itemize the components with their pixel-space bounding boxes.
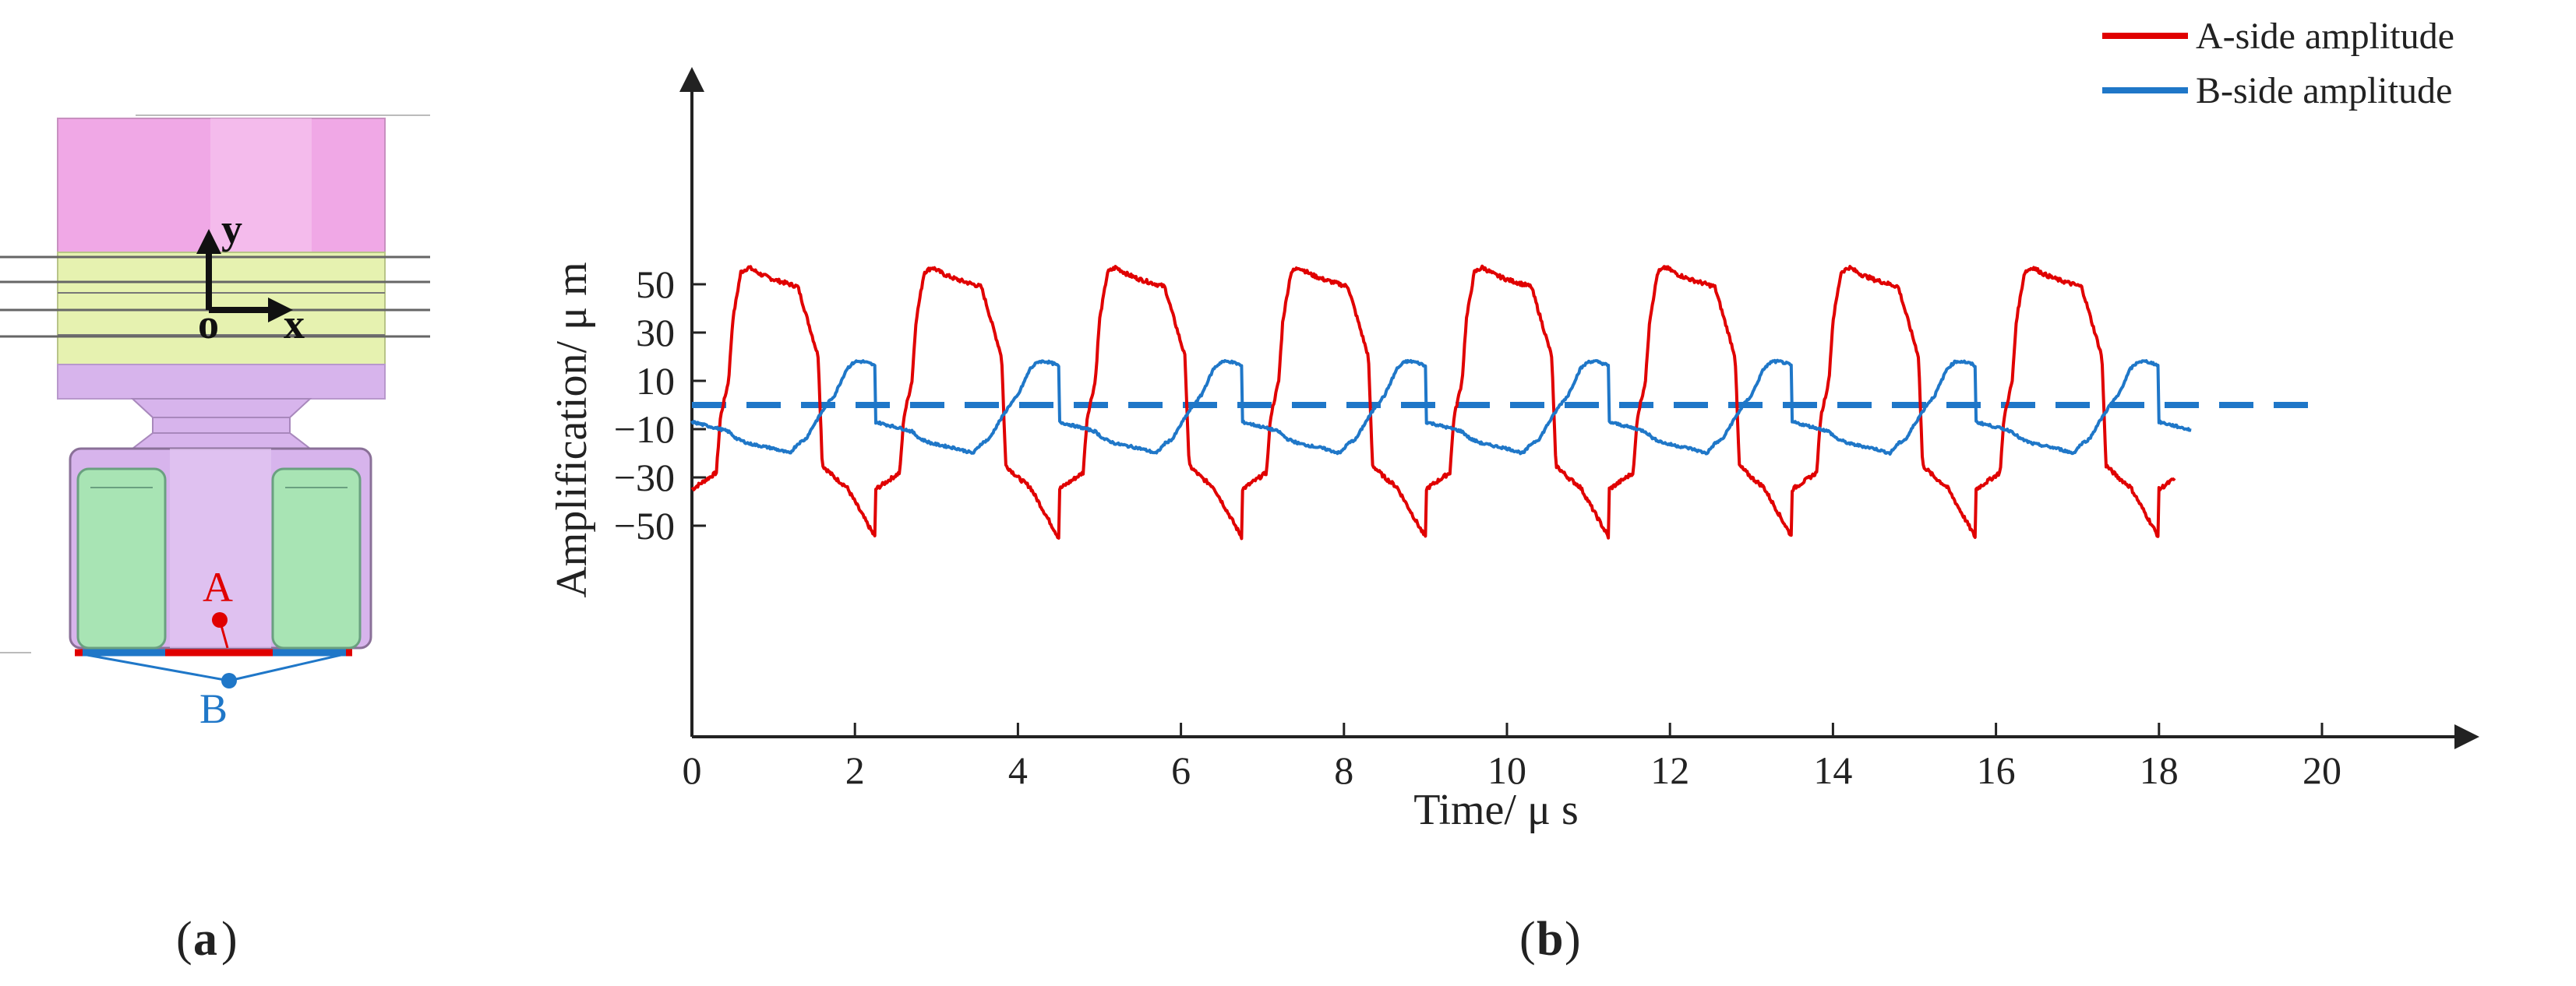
- y-tick-label: 10: [636, 359, 675, 403]
- point-b-label: B: [199, 685, 228, 732]
- coord-x-arrow-icon: [268, 298, 293, 322]
- coord-y-arrow-icon: [196, 229, 221, 254]
- y-tick-label: 30: [636, 311, 675, 354]
- y-tick-label: 50: [636, 262, 675, 306]
- x-tick-label: 2: [845, 748, 865, 792]
- x-tick-label: 12: [1650, 748, 1689, 792]
- series-line-b-side: [690, 358, 2192, 456]
- panel-label-a: ( a ): [176, 913, 238, 966]
- panel-label-b: ( b ): [1519, 913, 1581, 966]
- model-neck: [130, 398, 312, 449]
- series-layer: [690, 264, 2192, 541]
- y-tick-label: −50: [614, 504, 675, 548]
- x-tick-label: 4: [1008, 748, 1028, 792]
- y-tick-label: −30: [614, 456, 675, 499]
- coord-y-label: y: [221, 206, 242, 252]
- model-upper-base: [57, 364, 386, 400]
- y-axis-arrow-icon: [679, 67, 704, 92]
- panel-label-b-open: (: [1519, 913, 1536, 966]
- x-tick-label: 10: [1487, 748, 1526, 792]
- point-b-marker: [221, 673, 237, 688]
- point-a-marker: [212, 612, 228, 628]
- model-block-right: [271, 467, 362, 650]
- x-tick-label: 8: [1334, 748, 1353, 792]
- point-b-leader-left: [82, 653, 230, 682]
- x-tick-label: 20: [2303, 748, 2341, 792]
- x-ticks: 0 2 4 6 8 10 12 14 16 18 20: [683, 723, 2341, 792]
- model-top-highlight: [210, 118, 312, 252]
- panel-label-b-close: ): [1565, 913, 1581, 966]
- x-tick-label: 0: [683, 748, 702, 792]
- x-tick-label: 6: [1171, 748, 1191, 792]
- y-ticks: 50 30 10−10 −30 −50: [614, 262, 706, 548]
- x-tick-label: 14: [1813, 748, 1852, 792]
- legend-label-b: B-side amplitude: [2196, 70, 2452, 111]
- model-drawing: A B y x o: [0, 114, 430, 732]
- x-tick-label: 16: [1977, 748, 2016, 792]
- legend-label-a: A-side amplitude: [2196, 16, 2454, 57]
- x-tick-label: 18: [2140, 748, 2179, 792]
- x-axis-title: Time/ μ s: [1413, 786, 1579, 834]
- panel-label-a-text: a: [193, 913, 217, 966]
- series-line-a-side: [690, 264, 2176, 541]
- point-b-leader-right: [228, 653, 345, 682]
- legend: A-side amplitude B-side amplitude: [2102, 16, 2454, 111]
- panel-label-a-open: (: [176, 913, 192, 966]
- y-axis-title: Amplification/ μ m: [548, 262, 596, 597]
- point-a-label: A: [203, 564, 233, 611]
- y-tick-label: −10: [614, 407, 675, 451]
- panel-label-b-text: b: [1537, 913, 1563, 966]
- coord-origin-label: o: [198, 301, 219, 347]
- x-axis-arrow-icon: [2454, 724, 2479, 749]
- model-block-left: [76, 467, 167, 650]
- coord-x-label: x: [284, 301, 305, 347]
- panel-label-a-close: ): [221, 913, 238, 966]
